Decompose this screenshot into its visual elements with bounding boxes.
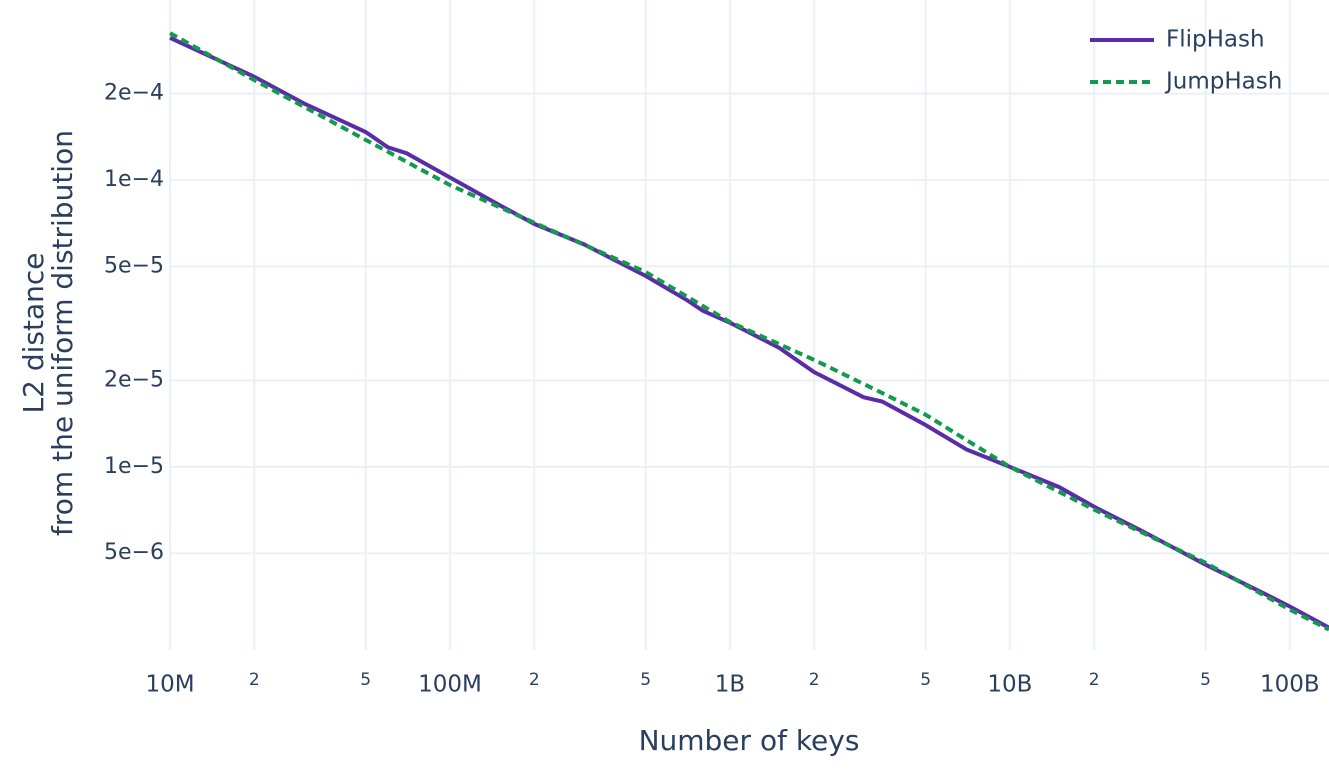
x-tick-label: 5 — [640, 670, 651, 690]
x-tick-label: 100M — [418, 672, 482, 698]
x-tick-label: 2 — [809, 670, 820, 690]
x-tick-label: 1B — [715, 672, 745, 698]
x-tick-label: 2 — [249, 670, 260, 690]
x-tick-label: 2 — [1089, 670, 1100, 690]
legend-label: FlipHash — [1166, 27, 1265, 53]
x-tick-label: 5 — [920, 670, 931, 690]
y-axis-title: from the uniform distribution — [46, 130, 79, 536]
y-tick-label: 5e−6 — [104, 540, 164, 565]
y-tick-label: 1e−5 — [104, 454, 164, 479]
x-tick-label: 100B — [1260, 672, 1320, 698]
x-tick-label: 10B — [987, 672, 1032, 698]
y-tick-label: 1e−4 — [104, 167, 164, 192]
legend-label: JumpHash — [1164, 69, 1282, 95]
y-tick-label: 2e−4 — [104, 81, 164, 106]
x-tick-label: 5 — [360, 670, 371, 690]
y-tick-label: 5e−5 — [104, 253, 164, 278]
y-axis-title: L2 distance — [17, 253, 50, 414]
x-tick-label: 10M — [145, 672, 194, 698]
x-axis-title: Number of keys — [639, 724, 860, 757]
y-tick-label: 2e−5 — [104, 368, 164, 393]
line — [169, 31, 1329, 632]
x-tick-label: 5 — [1200, 670, 1211, 690]
x-tick-label: 2 — [529, 670, 540, 690]
